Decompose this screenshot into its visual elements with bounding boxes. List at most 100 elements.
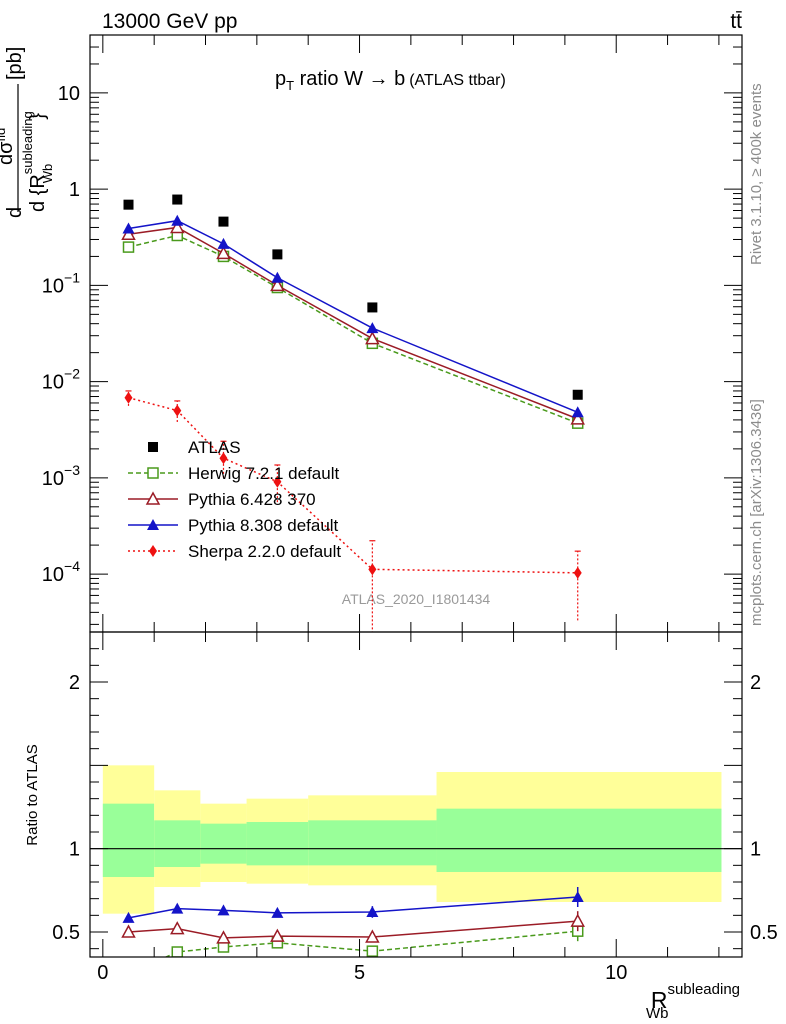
title-p: p: [275, 68, 286, 90]
y-tick-exponent: −3: [64, 462, 80, 478]
ylabel-denominator: d {Rsubleading Wb}: [20, 111, 55, 212]
ratio-line-0: [164, 930, 578, 957]
xlabel-sup: subleading: [667, 981, 740, 998]
series-point-3-5: [573, 566, 582, 579]
data-point-1: [172, 194, 183, 205]
x-tick-label: 0: [97, 962, 108, 984]
ylabel-unit: [pb]: [4, 47, 26, 80]
x-tick-label: 5: [354, 962, 365, 984]
x-axis-label: Rsubleading Wb: [646, 981, 740, 1022]
data-point-0: [123, 199, 134, 210]
y-axis-label: d dσfid d {Rsubleading Wb} [pb]: [0, 47, 55, 218]
y-tick-base: 10: [42, 468, 64, 490]
xlabel-text: R: [651, 987, 668, 1013]
ratio-point-2-4: [366, 906, 379, 917]
chart-title: pT ratio W → b (ATLAS ttbar): [275, 68, 506, 93]
title-rest: ratio W → b: [294, 68, 405, 90]
series-line-1: [128, 226, 578, 420]
y-tick-base: 10: [42, 564, 64, 586]
mcplots-label: mcplots.cern.ch [arXiv:1306.3436]: [748, 399, 765, 626]
band-inner-3: [246, 822, 309, 866]
series-point-1-1: [170, 219, 185, 234]
ratio-point-1-5: [570, 913, 585, 927]
y-tick-label: 10−4: [42, 558, 80, 586]
y-tick-exponent: −1: [64, 269, 80, 285]
data-point-3: [272, 249, 283, 260]
band-inner-2: [200, 823, 247, 864]
series-point-3-0: [124, 391, 133, 404]
series-point-0-0: [122, 241, 135, 253]
y-tick-base: 1: [69, 179, 80, 201]
legend-marker-4: [149, 545, 157, 557]
ratio-point-0-1: [171, 946, 184, 957]
ratio-y-tick-label-left: 1: [69, 839, 80, 861]
ratio-point-2-5: [571, 891, 584, 902]
y-tick-base: 10: [58, 83, 80, 105]
ratio-frame: [89, 631, 743, 958]
ratio-plot: 0.5 0.5 1 1 2 2 0 5 10: [52, 631, 778, 984]
series-point-1-4: [365, 331, 380, 345]
series-point-3-2: [219, 452, 228, 465]
ratio-y-tick-label-right: 0.5: [750, 922, 778, 944]
ylabel-den-sup: subleading: [20, 111, 35, 174]
series-point-1-3: [270, 277, 285, 292]
series-point-1-2: [216, 245, 231, 260]
y-tick-exponent: −4: [64, 558, 80, 574]
series-point-2-0: [122, 222, 135, 234]
legend-marker-2: [145, 491, 161, 505]
ratio-y-tick-label-left: 2: [69, 672, 80, 694]
y-tick-label: 10: [58, 83, 80, 105]
ratio-point-2-3: [271, 906, 284, 918]
data-point-4: [367, 302, 378, 313]
ratio-data-area: [90, 765, 742, 957]
ratio-y-tick-label-left: 0.5: [52, 922, 80, 944]
ylabel-den-sub: Wb: [40, 164, 55, 184]
ylabel-den-text: d {R: [27, 174, 49, 212]
x-tick-label: 10: [605, 962, 627, 984]
data-point-5: [572, 389, 583, 400]
series-point-3-3: [273, 475, 282, 488]
ratio-line-2: [128, 896, 578, 919]
band-inner-0: [102, 803, 155, 877]
y-tick-label: 10−3: [42, 462, 80, 490]
ylabel-d: d: [4, 207, 26, 218]
y-tick-label: 1: [69, 179, 80, 201]
title-small: (ATLAS ttbar): [409, 72, 506, 89]
series-point-1-5: [570, 411, 585, 425]
legend-label-3: Pythia 8.308 default: [188, 516, 339, 535]
ratio-point-0-4: [366, 945, 379, 957]
ratio-y-axis-label: Ratio to ATLAS: [24, 744, 41, 845]
ratio-point-1-2: [216, 930, 231, 944]
y-tick-exponent: −2: [64, 366, 80, 382]
series-point-3-1: [173, 404, 182, 417]
legend-marker-0: [148, 442, 158, 452]
ratio-point-1-4: [365, 929, 380, 943]
band-inner-5: [436, 808, 722, 872]
xlabel-sub: Wb: [646, 1005, 669, 1022]
y-tick-base: 10: [42, 275, 64, 297]
series-point-2-4: [366, 322, 379, 334]
legend-label-4: Sherpa 2.2.0 default: [188, 542, 341, 561]
ratio-point-2-0: [122, 911, 135, 923]
series-line-0: [128, 234, 578, 424]
ylabel-num-text: dσ: [0, 141, 17, 165]
upper-data-area: [121, 194, 585, 632]
series-point-2-5: [571, 406, 584, 418]
ratio-y-tick-label-right: 2: [750, 672, 761, 694]
header-right: tt̄: [730, 10, 742, 33]
title-sub: T: [286, 78, 294, 93]
ratio-point-1-1: [170, 921, 185, 935]
watermark: ATLAS_2020_I1801434: [342, 591, 491, 607]
legend-label-0: ATLAS: [188, 438, 241, 457]
legend: ATLAS Herwig 7.2.1 default Pythia 6.428 37…: [128, 438, 341, 561]
legend-label-2: Pythia 6.428 370: [188, 490, 316, 509]
y-tick-base: 10: [42, 372, 64, 394]
series-point-2-1: [171, 214, 184, 226]
rivet-label: Rivet 3.1.10, ≥ 400k events: [748, 83, 765, 265]
series-line-3: [128, 397, 578, 574]
y-tick-label: 10−2: [42, 366, 80, 394]
data-point-2: [218, 216, 229, 227]
y-tick-label: 10−1: [42, 269, 80, 297]
series-line-2: [128, 219, 579, 413]
